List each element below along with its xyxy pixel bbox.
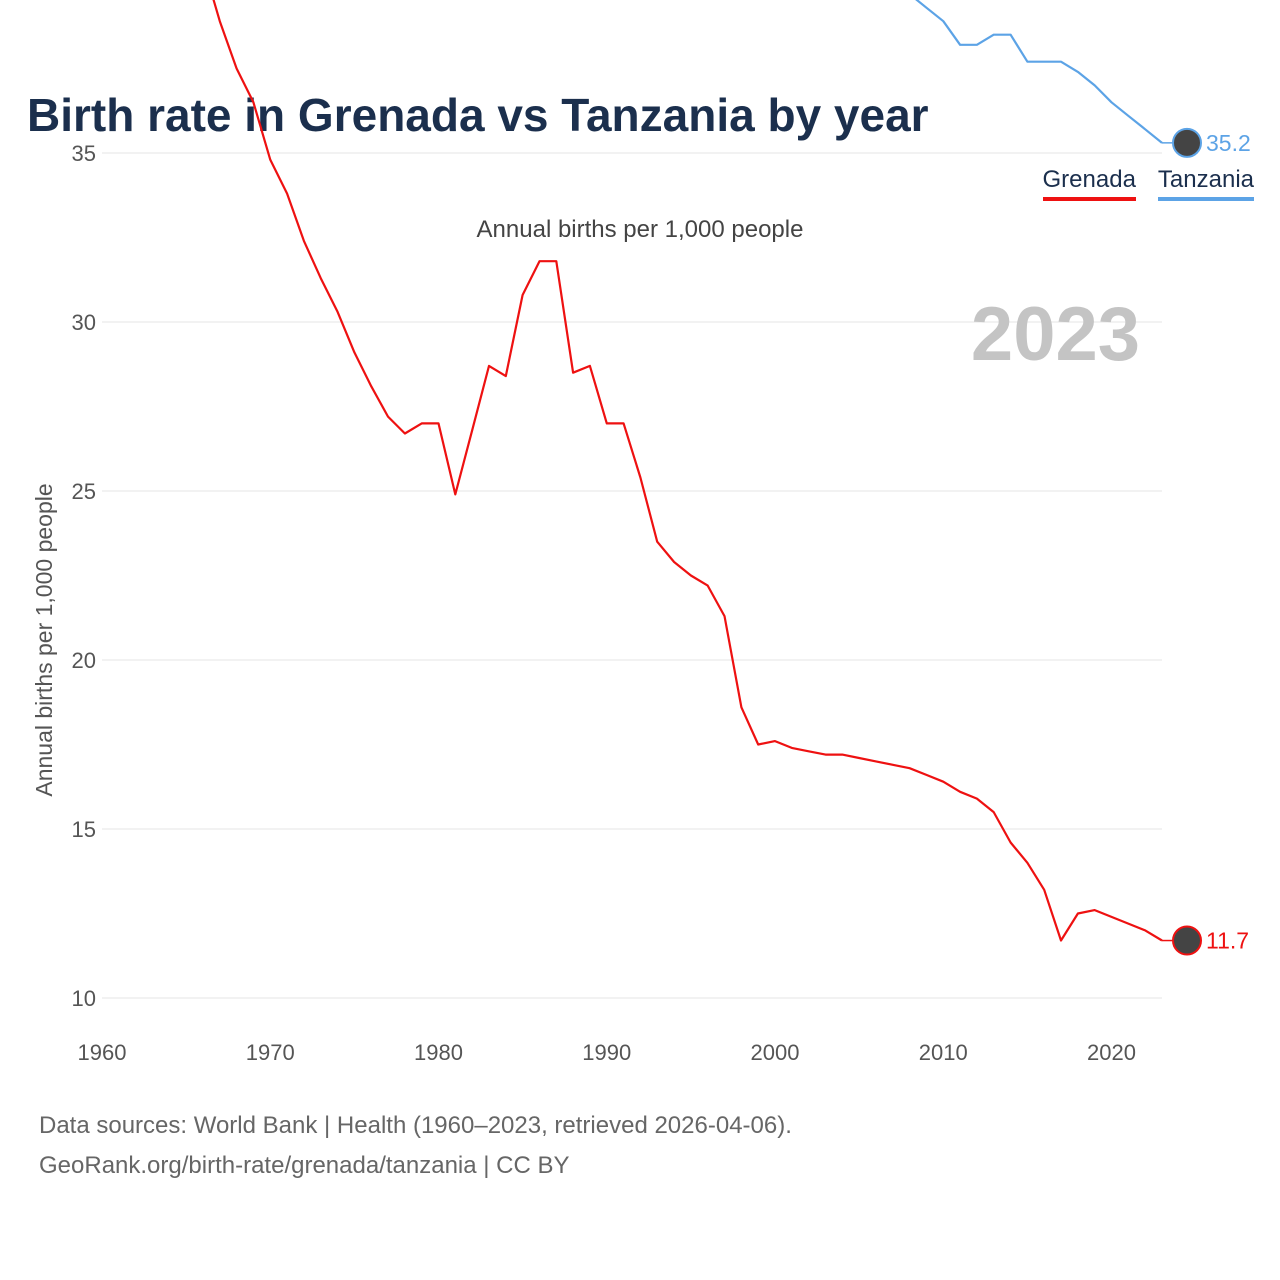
x-tick-label: 2020 (1087, 1040, 1136, 1065)
end-markers: 11.7 35.2 (1162, 127, 1251, 956)
source-note: Data sources: World Bank | Health (1960–… (39, 1106, 792, 1186)
flag-icon-tanzania (1172, 127, 1202, 158)
y-tick-label: 10 (72, 986, 96, 1011)
x-axis-ticks: 1960 1970 1980 1990 2000 2010 2020 (78, 1040, 1136, 1065)
legend-item-grenada[interactable]: Grenada (1042, 166, 1136, 201)
end-value-label-tanzania: 35.2 (1206, 130, 1251, 156)
flag-icon-grenada (1172, 925, 1202, 956)
x-tick-label: 1990 (582, 1040, 631, 1065)
y-tick-label: 30 (72, 310, 96, 335)
gridlines (102, 152, 1162, 999)
source-line-2: GeoRank.org/birth-rate/grenada/tanzania … (39, 1152, 570, 1179)
y-axis-label: Annual births per 1,000 people (31, 483, 57, 796)
source-line-1: Data sources: World Bank | Health (1960–… (39, 1112, 792, 1139)
series-lines (212, 0, 1163, 942)
chart-title: Birth rate in Grenada vs Tanzania by yea… (27, 89, 929, 141)
x-tick-label: 2010 (919, 1040, 968, 1065)
series-line-grenada (212, 0, 1163, 942)
y-tick-label: 20 (72, 648, 96, 673)
year-label: 2023 (971, 292, 1140, 377)
x-tick-label: 1980 (414, 1040, 463, 1065)
legend-item-tanzania[interactable]: Tanzania (1157, 166, 1254, 201)
legend: Grenada Tanzania (1042, 166, 1254, 201)
chart-subtitle: Annual births per 1,000 people (476, 216, 804, 243)
end-value-label-grenada: 11.7 (1206, 928, 1249, 954)
y-tick-label: 35 (72, 141, 96, 166)
series-line-tanzania (915, 0, 1163, 144)
x-tick-label: 1960 (78, 1040, 127, 1065)
x-tick-label: 1970 (246, 1040, 295, 1065)
x-tick-label: 2000 (751, 1040, 800, 1065)
y-tick-label: 15 (72, 817, 96, 842)
y-axis-ticks: 101520253035404550 (72, 141, 96, 1011)
y-tick-label: 25 (72, 479, 96, 504)
